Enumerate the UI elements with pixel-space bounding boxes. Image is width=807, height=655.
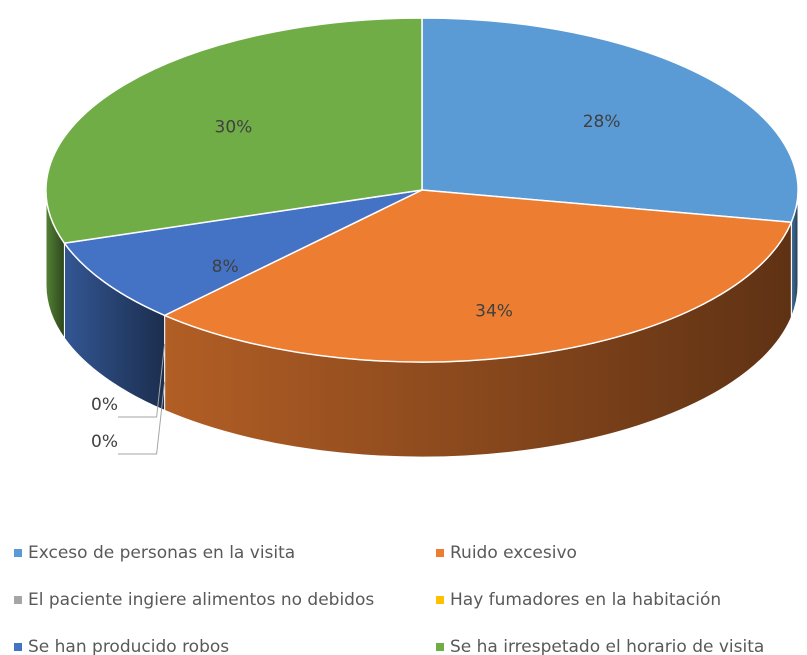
legend-marker <box>14 643 22 651</box>
pie-slice <box>63 189 423 317</box>
pie-slice <box>45 17 423 244</box>
legend-marker <box>14 596 22 604</box>
pie-slice <box>162 189 793 363</box>
legend-label: Se han producido robos <box>28 637 229 655</box>
leader-line <box>118 381 166 455</box>
data-label: 34% <box>475 301 513 321</box>
data-label: 8% <box>212 257 239 277</box>
legend-label: Se ha irrespetado el horario de visita <box>450 637 764 655</box>
data-label: 28% <box>583 112 621 132</box>
legend-marker <box>436 596 444 604</box>
legend-marker <box>436 549 444 557</box>
legend-label: Hay fumadores en la habitación <box>450 590 721 610</box>
legend-label: El paciente ingiere alimentos no debidos <box>28 590 374 610</box>
legend-marker <box>436 643 444 651</box>
pie-slice <box>421 17 799 224</box>
legend-label: Ruido excesivo <box>450 543 577 563</box>
data-label: 30% <box>215 117 253 137</box>
data-label: 0% <box>91 432 118 452</box>
leader-line <box>118 343 166 418</box>
data-label: 0% <box>91 395 118 415</box>
legend-marker <box>14 549 22 557</box>
legend-label: Exceso de personas en la visita <box>28 543 295 563</box>
